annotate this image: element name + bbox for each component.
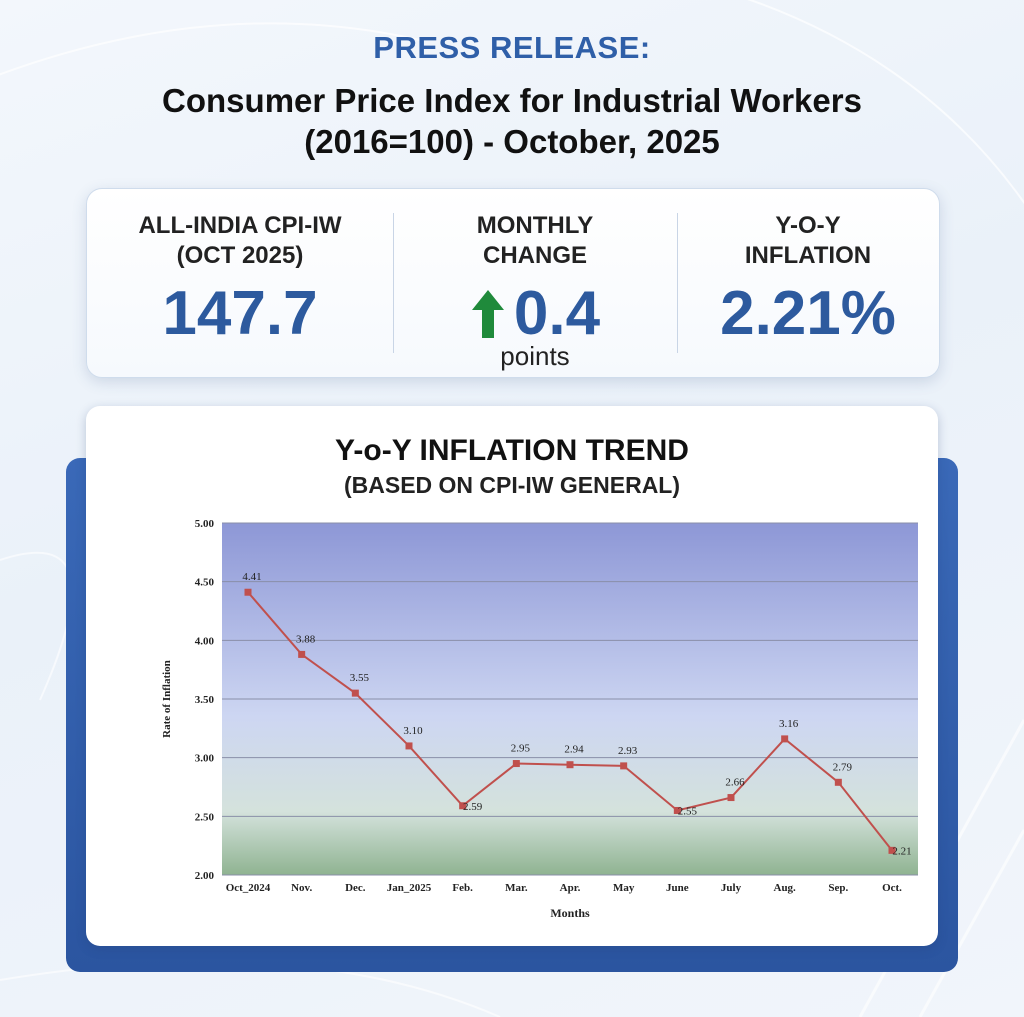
stat-monthly-value: 0.4 — [513, 279, 601, 348]
y-axis-label: Rate of Inflation — [161, 660, 173, 738]
page-title-line2: (2016=100) - October, 2025 — [304, 123, 720, 160]
stat-yoy-label: Y-O-Y INFLATION — [677, 211, 939, 271]
stat-monthly-label-line2: CHANGE — [482, 242, 587, 269]
x-tick-label: Oct. — [882, 882, 902, 894]
x-tick-label: Aug. — [774, 882, 797, 894]
x-tick-label: Mar. — [505, 882, 528, 894]
data-label: 2.21 — [892, 845, 911, 857]
y-tick-label: 2.50 — [195, 811, 215, 823]
data-point — [620, 762, 628, 770]
data-label: 2.93 — [618, 745, 638, 757]
data-label: 3.55 — [350, 672, 370, 684]
data-label: 3.88 — [296, 633, 316, 645]
inflation-line-chart: 2.00 2.50 3.00 3.50 4.00 4.50 5.00 Oct_2024 Nov… — [161, 518, 918, 920]
stat-divider — [677, 213, 678, 353]
stat-monthly-label-line1: MONTHLY — [476, 212, 594, 239]
x-tick-label: Jan_2025 — [387, 882, 432, 894]
stat-monthly-unit: points — [500, 341, 570, 371]
stat-cpi-label-line2: (OCT 2025) — [176, 242, 304, 269]
x-axis-ticks: Oct_2024 Nov. Dec. Jan_2025 Feb. Mar. Apr. May J… — [226, 882, 902, 894]
stat-yoy-label-line2: INFLATION — [744, 242, 872, 269]
stat-cpi-label: ALL-INDIA CPI-IW (OCT 2025) — [87, 211, 393, 271]
press-release-kicker: PRESS RELEASE: — [373, 30, 651, 65]
data-label: 2.66 — [725, 777, 745, 789]
data-point — [834, 778, 842, 786]
x-tick-label: Apr. — [560, 882, 581, 894]
data-label: 2.94 — [564, 744, 584, 756]
stat-cpi-value: 147.7 — [162, 279, 318, 348]
data-point — [459, 802, 467, 810]
data-point — [566, 761, 574, 769]
x-tick-label: May — [613, 882, 635, 894]
stats-card: ALL-INDIA CPI-IW (OCT 2025) 147.7 MONTHL… — [86, 188, 940, 378]
y-tick-label: 3.00 — [195, 753, 215, 765]
stat-cpi: ALL-INDIA CPI-IW (OCT 2025) 147.7 — [87, 189, 393, 377]
x-tick-label: Dec. — [345, 882, 366, 894]
y-axis-ticks: 2.00 2.50 3.00 3.50 4.00 4.50 5.00 — [195, 518, 215, 882]
x-axis-label: Months — [550, 906, 590, 920]
data-point — [673, 806, 681, 814]
stat-cpi-label-line1: ALL-INDIA CPI-IW — [138, 212, 342, 239]
page-title: Consumer Price Index for Industrial Work… — [0, 80, 1024, 162]
chart-title: Y-o-Y INFLATION TREND — [335, 434, 689, 467]
x-tick-label: Nov. — [291, 882, 312, 894]
data-point — [351, 689, 359, 697]
chart-card: Y-o-Y INFLATION TREND (BASED ON CPI-IW G… — [86, 406, 938, 946]
stat-yoy: Y-O-Y INFLATION 2.21% — [677, 189, 939, 377]
header: PRESS RELEASE: Consumer Price Index for … — [0, 30, 1024, 162]
up-arrow-icon — [471, 290, 504, 338]
stat-monthly-label: MONTHLY CHANGE — [393, 211, 677, 271]
stat-yoy-label-line1: Y-O-Y — [775, 212, 841, 239]
stat-divider — [393, 213, 394, 353]
y-tick-label: 4.50 — [195, 577, 215, 589]
data-label: 3.10 — [403, 725, 423, 737]
x-tick-label: Oct_2024 — [226, 882, 271, 894]
data-label: 2.79 — [833, 761, 853, 773]
stat-monthly-change: MONTHLY CHANGE 0.4 points — [393, 189, 677, 377]
data-point — [244, 588, 252, 596]
data-point — [405, 742, 413, 750]
data-point — [298, 650, 306, 658]
chart-subtitle: (BASED ON CPI-IW GENERAL) — [343, 472, 681, 498]
x-tick-label: Feb. — [452, 882, 473, 894]
gridlines — [222, 522, 918, 876]
page-title-line1: Consumer Price Index for Industrial Work… — [162, 82, 862, 119]
stat-monthly-value-row: 0.4 — [393, 281, 677, 347]
x-tick-label: June — [666, 882, 689, 894]
data-label: 2.95 — [511, 743, 531, 755]
data-point — [888, 846, 896, 854]
x-tick-label: July — [721, 882, 742, 894]
y-tick-label: 3.50 — [195, 694, 215, 706]
y-tick-label: 4.00 — [195, 635, 215, 647]
data-point — [727, 794, 735, 802]
data-label: 4.41 — [242, 571, 261, 583]
data-point — [512, 760, 520, 768]
data-points — [244, 588, 896, 854]
y-tick-label: 2.00 — [195, 870, 215, 882]
data-label: 2.59 — [463, 801, 483, 813]
data-point — [781, 735, 789, 743]
x-tick-label: Sep. — [828, 882, 848, 894]
stat-yoy-value: 2.21% — [720, 279, 896, 348]
data-label: 3.16 — [779, 718, 799, 730]
data-label: 2.55 — [678, 805, 698, 817]
y-tick-label: 5.00 — [195, 518, 215, 530]
data-labels: 4.41 3.88 3.55 3.10 2.59 2.95 2.94 2.93 2.55 2.66… — [242, 571, 911, 857]
